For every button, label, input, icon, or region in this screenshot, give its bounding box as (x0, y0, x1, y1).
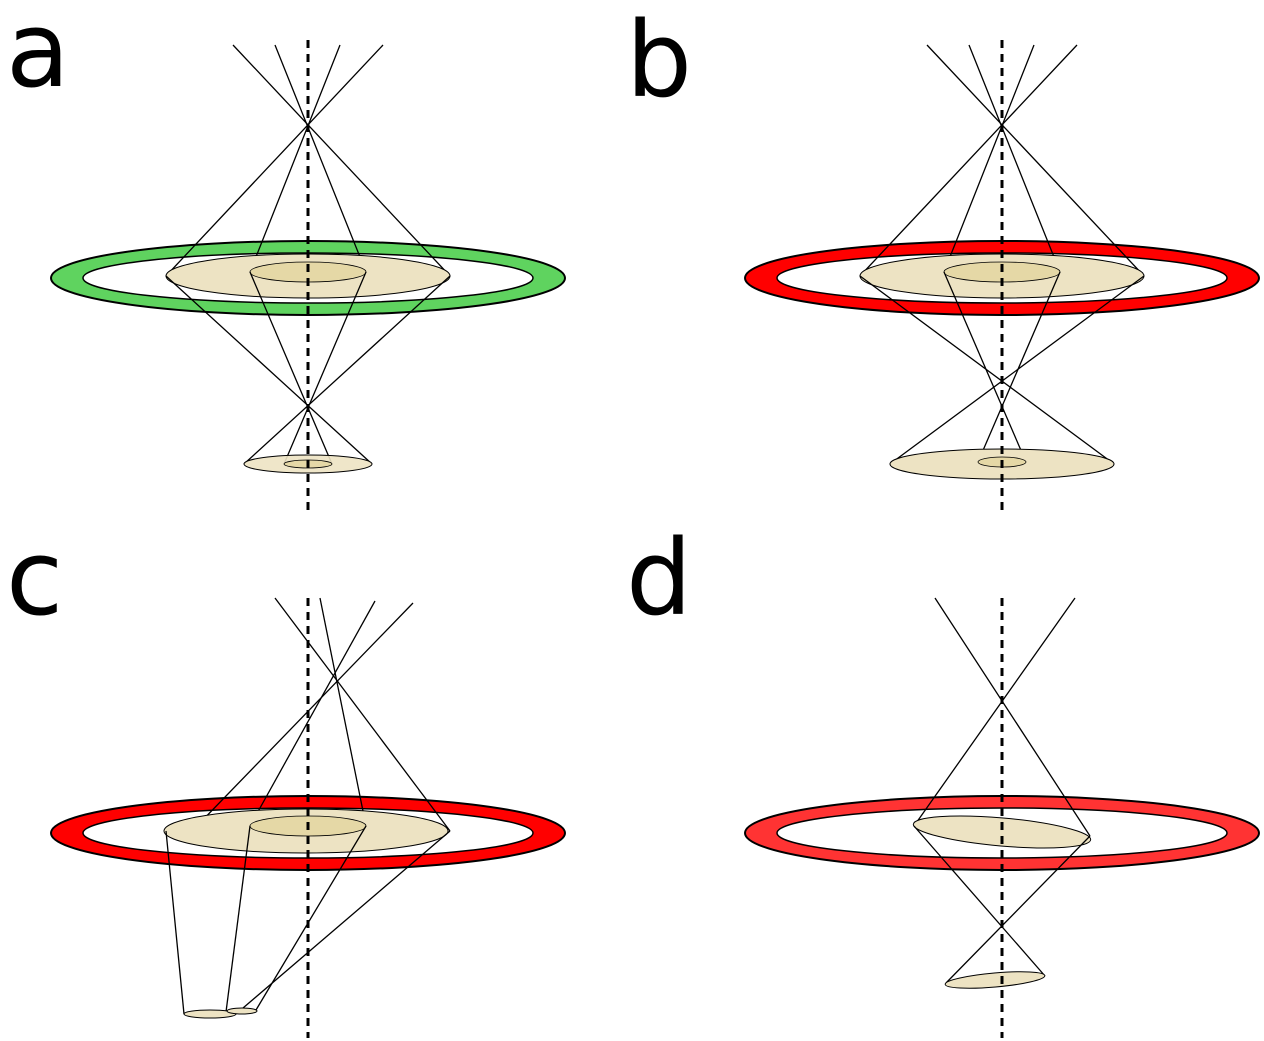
panel-label: d (626, 517, 692, 639)
panel-label: b (626, 0, 692, 121)
panel-c: c (6, 517, 565, 1038)
panel-a: a (6, 0, 565, 512)
panel-label: c (6, 517, 63, 639)
panel-d: d (626, 517, 1259, 1038)
diagram: a b c (0, 0, 1264, 1041)
panel-b: b (626, 0, 1259, 512)
panel-label: a (6, 0, 70, 111)
